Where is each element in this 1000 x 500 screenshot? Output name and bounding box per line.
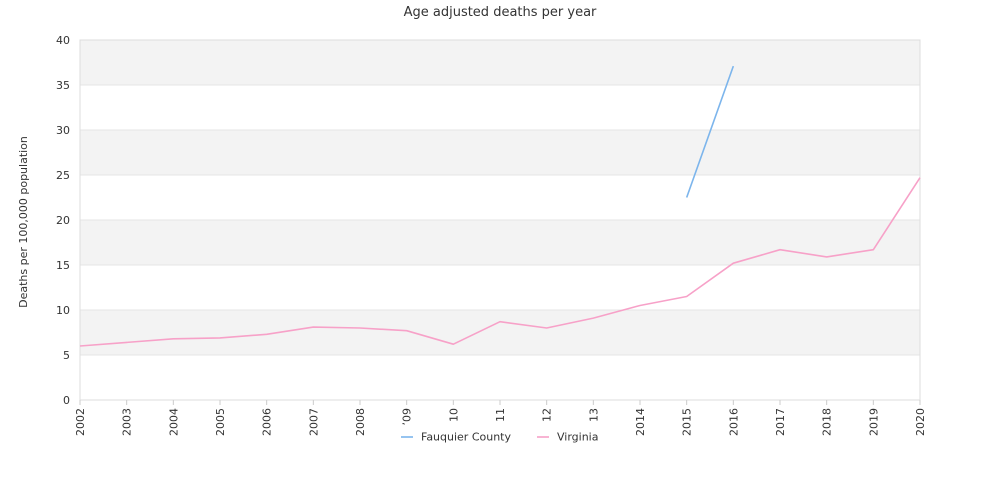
legend-label: Fauquier County (421, 431, 511, 444)
y-axis-title: Deaths per 100,000 population (17, 136, 30, 308)
legend: Fauquier County Virginia (401, 431, 598, 444)
x-tick-label: 2006 (261, 408, 274, 436)
y-axis-ticks: 0 5 10 15 20 25 30 35 40 (56, 34, 70, 407)
series-lines (79, 65, 921, 347)
x-tick-label: 2019 (867, 408, 880, 436)
x-tick-label: 11 (494, 408, 507, 422)
legend-label: Virginia (557, 431, 598, 444)
legend-item[interactable]: Fauquier County (401, 431, 511, 444)
x-tick-label: 2018 (821, 408, 834, 436)
series-line-virginia (79, 177, 921, 347)
plot-band (80, 130, 920, 175)
x-tick-label: 10 (447, 408, 460, 422)
plot-band (80, 220, 920, 265)
x-tick-label: 2004 (167, 408, 180, 436)
y-tick-label: 10 (56, 304, 70, 317)
x-tick-label: 2003 (121, 408, 134, 436)
x-tick-label: 2020 (914, 408, 927, 436)
x-tick-label: 2017 (774, 408, 787, 436)
x-tick-label: 2005 (214, 408, 227, 436)
plot-band (80, 40, 920, 85)
plot-bands (80, 40, 920, 355)
series-line-fauquier-county (685, 65, 735, 198)
y-tick-label: 0 (63, 394, 70, 407)
y-tick-label: 15 (56, 259, 70, 272)
x-tick-label: 2002 (74, 408, 87, 436)
x-tick-label: 2015 (681, 408, 694, 436)
y-tick-label: 30 (56, 124, 70, 137)
y-tick-label: 20 (56, 214, 70, 227)
x-tick-label: 2016 (727, 408, 740, 436)
x-tick-label: 13 (587, 408, 600, 422)
y-tick-label: 25 (56, 169, 70, 182)
chart-title: Age adjusted deaths per year (404, 5, 597, 20)
x-tick-label: ’09 (401, 408, 414, 426)
y-tick-label: 40 (56, 34, 70, 47)
legend-item[interactable]: Virginia (537, 431, 598, 444)
y-tick-label: 5 (63, 349, 70, 362)
y-tick-label: 35 (56, 79, 70, 92)
x-tick-label: 2014 (634, 408, 647, 436)
plot-band (80, 310, 920, 355)
x-tick-label: 12 (541, 408, 554, 422)
x-tick-label: 2007 (307, 408, 320, 436)
x-tick-label: 2008 (354, 408, 367, 436)
x-axis-ticks: 2002 2003 2004 2005 2006 2007 2008 ’09 10 11 12 13 2… (74, 400, 927, 436)
